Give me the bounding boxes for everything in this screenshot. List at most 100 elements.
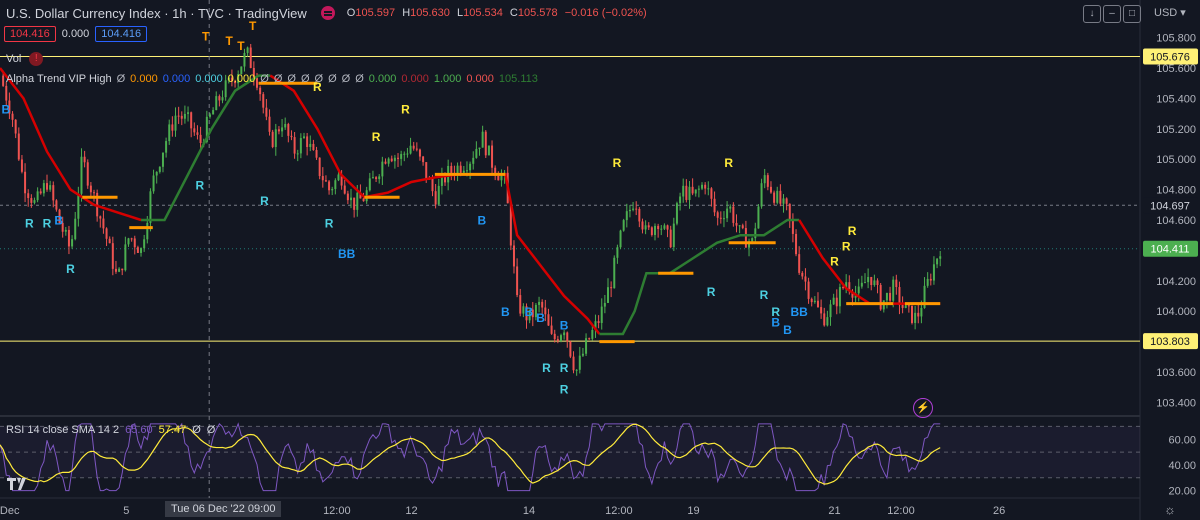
- candle-body: [49, 185, 52, 190]
- lightning-icon[interactable]: ⚡: [913, 398, 933, 418]
- alpha-value-13: 0.000: [368, 73, 397, 85]
- price-tick: 104.800: [1156, 185, 1196, 197]
- sell-price-box[interactable]: 104.416: [4, 26, 56, 42]
- signal-marker: R: [707, 285, 716, 299]
- candle-body: [331, 189, 334, 191]
- candle-body: [920, 307, 923, 317]
- candle-body: [766, 175, 769, 187]
- candle-body: [603, 302, 606, 307]
- candle-body: [801, 272, 804, 277]
- candle-body: [462, 170, 465, 173]
- candle-body: [397, 157, 400, 159]
- candle-body: [810, 298, 813, 303]
- candle-body: [281, 127, 284, 132]
- candle-body: [675, 203, 678, 224]
- candle-body: [804, 276, 807, 282]
- signal-marker: R: [560, 361, 569, 375]
- price-tick: 104.600: [1156, 215, 1196, 227]
- candle-body: [111, 243, 114, 269]
- arrow-down-icon[interactable]: ↓: [1083, 5, 1101, 23]
- signal-marker: B: [536, 311, 545, 325]
- candle-body: [835, 297, 838, 307]
- candle-body: [914, 312, 917, 323]
- alpha-value-7: Ø: [287, 73, 296, 85]
- signal-marker: B: [783, 323, 792, 337]
- candle-body: [418, 149, 421, 157]
- tradingview-logo-icon[interactable]: [6, 476, 30, 492]
- symbol-title[interactable]: U.S. Dollar Currency Index · 1h · TVC · …: [6, 5, 307, 21]
- candle-body: [133, 238, 136, 248]
- candle-body: [484, 131, 487, 156]
- change-value: −0.016 (−0.02%): [564, 7, 647, 19]
- signal-marker: R: [830, 255, 839, 269]
- candle-body: [729, 206, 732, 209]
- signal-marker: R: [195, 179, 204, 193]
- candle-body: [93, 192, 96, 194]
- price-label: 104.411: [1151, 244, 1190, 256]
- candle-body: [124, 244, 127, 271]
- candle-body: [196, 132, 199, 135]
- settings-gear-icon[interactable]: ☼: [1164, 502, 1176, 517]
- candle-body: [494, 167, 497, 176]
- alpha-value-17: 105.113: [498, 73, 538, 85]
- candle-body: [58, 209, 61, 223]
- warning-icon[interactable]: !: [29, 52, 44, 66]
- candle-body: [343, 185, 346, 194]
- alpha-value-4: 0.000: [227, 73, 256, 85]
- candle-body: [500, 175, 503, 181]
- candle-body: [911, 305, 913, 323]
- candle-body: [237, 74, 240, 84]
- candle-body: [898, 287, 901, 306]
- signal-marker: T: [237, 39, 245, 53]
- candle-body: [249, 47, 252, 68]
- candle-body: [114, 268, 117, 272]
- alpha-trend-label[interactable]: Alpha Trend VIP High: [6, 73, 112, 85]
- candle-body: [102, 218, 105, 229]
- candle-body: [277, 129, 280, 132]
- volume-label[interactable]: Vol: [6, 53, 22, 65]
- candle-body: [563, 332, 566, 336]
- rsi-label[interactable]: RSI 14 close SMA 14 2: [6, 424, 120, 436]
- rsi-sma-line: [0, 423, 941, 485]
- signal-marker: B: [478, 214, 487, 228]
- price-tick: 104.000: [1156, 306, 1196, 318]
- candle-body: [688, 186, 691, 200]
- candle-body: [183, 113, 186, 119]
- signal-marker: B: [2, 103, 11, 117]
- candle-body: [904, 305, 907, 308]
- visibility-eye-icon[interactable]: [320, 6, 335, 20]
- candle-body: [842, 287, 845, 289]
- maximize-icon[interactable]: □: [1123, 5, 1141, 23]
- signal-marker: BB: [338, 247, 356, 261]
- candle-body: [516, 266, 519, 296]
- candle-body: [368, 178, 371, 191]
- candle-body: [716, 212, 719, 218]
- candle-body: [108, 238, 111, 244]
- candle-body: [378, 176, 381, 180]
- minimize-icon[interactable]: –: [1103, 5, 1121, 23]
- price-tick: 105.200: [1156, 124, 1196, 136]
- price-tick: 103.600: [1156, 367, 1196, 379]
- candle-body: [512, 245, 515, 267]
- low-value: 105.534: [463, 7, 503, 19]
- candle-body: [885, 292, 888, 301]
- candle-body: [318, 157, 321, 177]
- candle-body: [635, 208, 638, 210]
- candle-body: [936, 258, 939, 265]
- rsi-tick: 20.00: [1168, 486, 1196, 498]
- candle-body: [895, 279, 898, 288]
- currency-selector[interactable]: USD ▾: [1154, 7, 1186, 19]
- candle-body: [118, 268, 121, 272]
- candle-body: [776, 190, 779, 203]
- buy-price-box[interactable]: 104.416: [95, 26, 148, 42]
- candle-body: [190, 112, 193, 129]
- alpha-value-9: Ø: [314, 73, 324, 85]
- candle-body: [127, 238, 130, 245]
- candle-body: [647, 225, 650, 228]
- candle-body: [393, 157, 396, 162]
- rsi-extra-1: Ø: [192, 424, 201, 436]
- candle-body: [55, 200, 58, 210]
- candle-body: [83, 156, 86, 163]
- time-label: Dec: [0, 505, 20, 517]
